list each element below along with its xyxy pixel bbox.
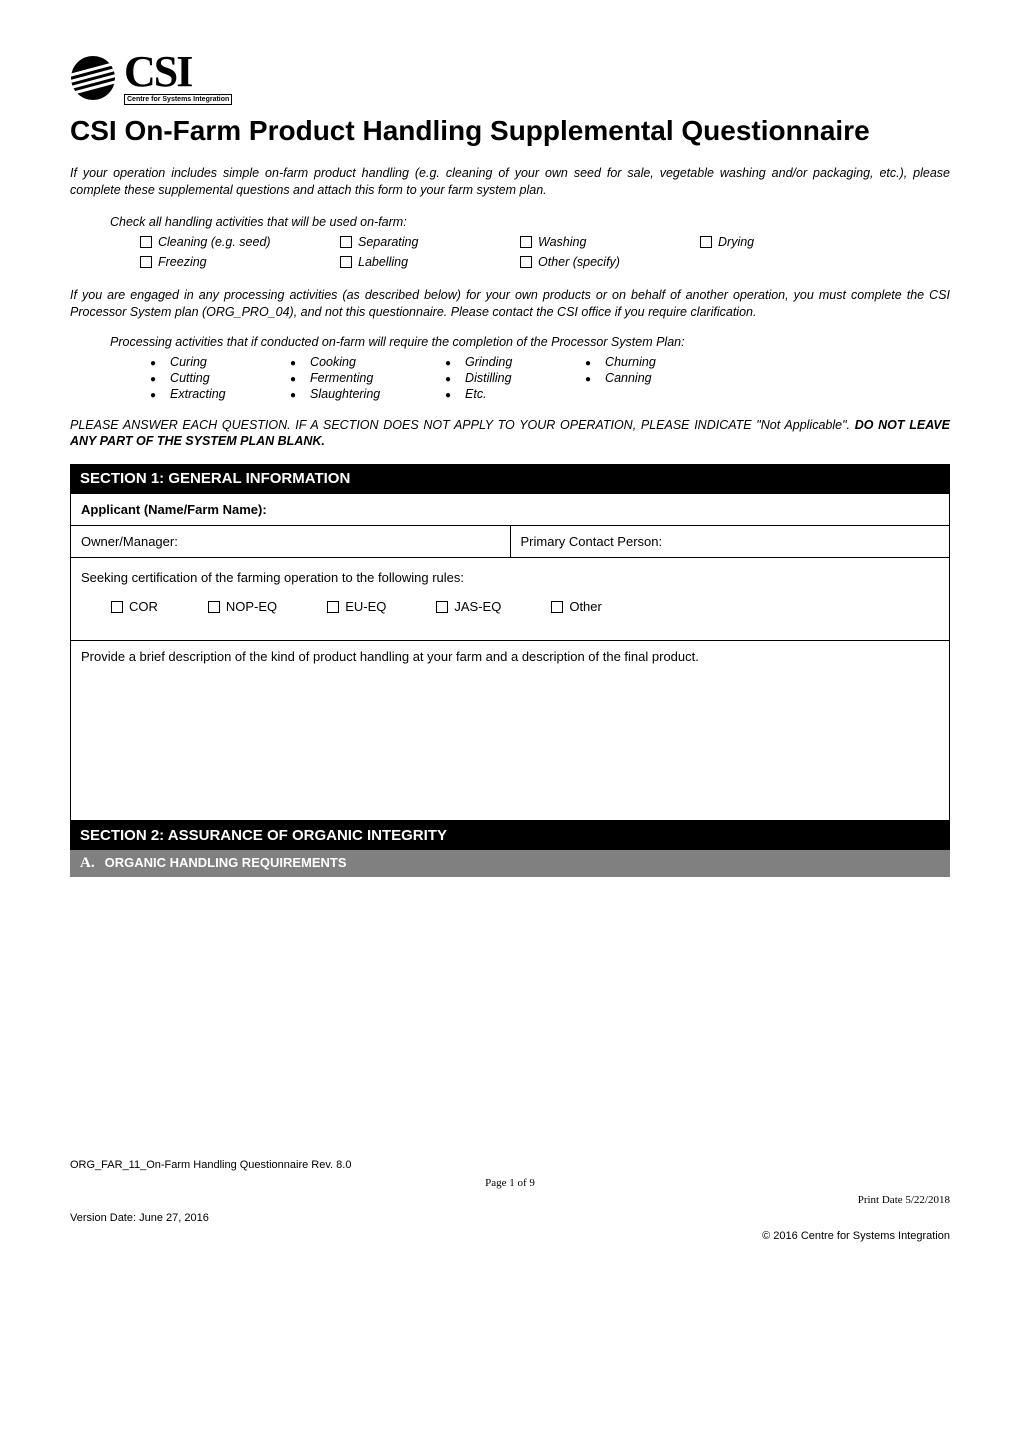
checkbox-drying[interactable]: Drying bbox=[700, 235, 820, 249]
bullet-distilling: Distilling bbox=[445, 371, 585, 385]
applicant-label: Applicant (Name/Farm Name): bbox=[81, 502, 267, 517]
description-row[interactable]: Provide a brief description of the kind … bbox=[71, 641, 950, 821]
cert-nop-eq[interactable]: NOP-EQ bbox=[208, 599, 277, 614]
bullet-extracting: Extracting bbox=[150, 387, 290, 401]
processing-intro: Processing activities that if conducted … bbox=[110, 335, 950, 349]
logo-text-main: CSI bbox=[124, 50, 232, 94]
section-2-header: SECTION 2: ASSURANCE OF ORGANIC INTEGRIT… bbox=[70, 821, 950, 850]
intro-paragraph: If your operation includes simple on-far… bbox=[70, 165, 950, 199]
bullet-etc: Etc. bbox=[445, 387, 585, 401]
footer-doc-ref: ORG_FAR_11_On-Farm Handling Questionnair… bbox=[70, 1157, 950, 1175]
sub-letter: A. bbox=[80, 855, 95, 871]
checkbox-label: Separating bbox=[358, 235, 418, 249]
checkbox-icon bbox=[551, 601, 563, 613]
checkbox-icon bbox=[111, 601, 123, 613]
handling-checkbox-grid: Cleaning (e.g. seed) Separating Washing … bbox=[140, 235, 950, 269]
cert-opt-label: EU-EQ bbox=[345, 599, 386, 614]
bullet-curing: Curing bbox=[150, 355, 290, 369]
footer-copyright: © 2016 Centre for Systems Integration bbox=[762, 1228, 950, 1246]
checkbox-cleaning[interactable]: Cleaning (e.g. seed) bbox=[140, 235, 340, 249]
section-1-table: Applicant (Name/Farm Name): Owner/Manage… bbox=[70, 493, 950, 821]
cert-options: COR NOP-EQ EU-EQ JAS-EQ Other bbox=[111, 599, 939, 614]
cert-row: Seeking certification of the farming ope… bbox=[71, 558, 950, 641]
checkbox-icon bbox=[520, 236, 532, 248]
checkbox-label: Drying bbox=[718, 235, 754, 249]
checkbox-freezing[interactable]: Freezing bbox=[140, 255, 340, 269]
cert-other[interactable]: Other bbox=[551, 599, 602, 614]
checkbox-label: Other (specify) bbox=[538, 255, 620, 269]
checkbox-icon bbox=[327, 601, 339, 613]
subsection-2a-header: A. ORGANIC HANDLING REQUIREMENTS bbox=[70, 850, 950, 877]
instructions: PLEASE ANSWER EACH QUESTION. IF A SECTIO… bbox=[70, 417, 950, 451]
checkbox-other[interactable]: Other (specify) bbox=[520, 255, 700, 269]
footer: ORG_FAR_11_On-Farm Handling Questionnair… bbox=[70, 1157, 950, 1245]
description-label: Provide a brief description of the kind … bbox=[81, 649, 699, 664]
logo-stripes-icon bbox=[70, 55, 116, 101]
checkbox-icon bbox=[140, 236, 152, 248]
cert-opt-label: JAS-EQ bbox=[454, 599, 501, 614]
bullet-canning: Canning bbox=[585, 371, 725, 385]
cert-opt-label: Other bbox=[569, 599, 602, 614]
checkbox-icon bbox=[520, 256, 532, 268]
owner-cell[interactable]: Owner/Manager: bbox=[71, 526, 511, 558]
checkbox-label: Freezing bbox=[158, 255, 207, 269]
applicant-row[interactable]: Applicant (Name/Farm Name): bbox=[71, 494, 950, 526]
footer-version-date: Version Date: June 27, 2016 bbox=[70, 1210, 209, 1228]
checkbox-label: Washing bbox=[538, 235, 586, 249]
logo: CSI Centre for Systems Integration bbox=[70, 50, 950, 105]
logo-text: CSI Centre for Systems Integration bbox=[124, 50, 232, 105]
footer-print-date: Print Date 5/22/2018 bbox=[858, 1192, 950, 1210]
checkbox-separating[interactable]: Separating bbox=[340, 235, 520, 249]
cert-jas-eq[interactable]: JAS-EQ bbox=[436, 599, 501, 614]
bullet-slaughtering: Slaughtering bbox=[290, 387, 445, 401]
cert-cor[interactable]: COR bbox=[111, 599, 158, 614]
checkbox-icon bbox=[340, 236, 352, 248]
bullet-churning: Churning bbox=[585, 355, 725, 369]
processing-paragraph: If you are engaged in any processing act… bbox=[70, 287, 950, 321]
checkbox-washing[interactable]: Washing bbox=[520, 235, 700, 249]
cert-label: Seeking certification of the farming ope… bbox=[81, 570, 464, 585]
contact-cell[interactable]: Primary Contact Person: bbox=[510, 526, 950, 558]
checkbox-label: Cleaning (e.g. seed) bbox=[158, 235, 271, 249]
checkbox-icon bbox=[140, 256, 152, 268]
bullet-grinding: Grinding bbox=[445, 355, 585, 369]
instructions-text-a: PLEASE ANSWER EACH QUESTION. IF A SECTIO… bbox=[70, 418, 855, 432]
checkbox-icon bbox=[340, 256, 352, 268]
bullet-fermenting: Fermenting bbox=[290, 371, 445, 385]
sub-title: ORGANIC HANDLING REQUIREMENTS bbox=[105, 855, 347, 870]
checkbox-icon bbox=[208, 601, 220, 613]
bullet-cutting: Cutting bbox=[150, 371, 290, 385]
processing-bullets: Curing Cooking Grinding Churning Cutting… bbox=[150, 355, 950, 401]
cert-opt-label: COR bbox=[129, 599, 158, 614]
cert-eu-eq[interactable]: EU-EQ bbox=[327, 599, 386, 614]
section-1-header: SECTION 1: GENERAL INFORMATION bbox=[70, 464, 950, 493]
checkbox-labelling[interactable]: Labelling bbox=[340, 255, 520, 269]
checkbox-icon bbox=[436, 601, 448, 613]
checkbox-icon bbox=[700, 236, 712, 248]
checkbox-label: Labelling bbox=[358, 255, 408, 269]
owner-label: Owner/Manager: bbox=[81, 534, 178, 549]
logo-text-sub: Centre for Systems Integration bbox=[124, 94, 232, 105]
page-title: CSI On-Farm Product Handling Supplementa… bbox=[70, 115, 950, 147]
contact-label: Primary Contact Person: bbox=[521, 534, 663, 549]
bullet-cooking: Cooking bbox=[290, 355, 445, 369]
footer-page: Page 1 of 9 bbox=[70, 1175, 950, 1193]
cert-opt-label: NOP-EQ bbox=[226, 599, 277, 614]
checkbox-intro: Check all handling activities that will … bbox=[110, 215, 950, 229]
